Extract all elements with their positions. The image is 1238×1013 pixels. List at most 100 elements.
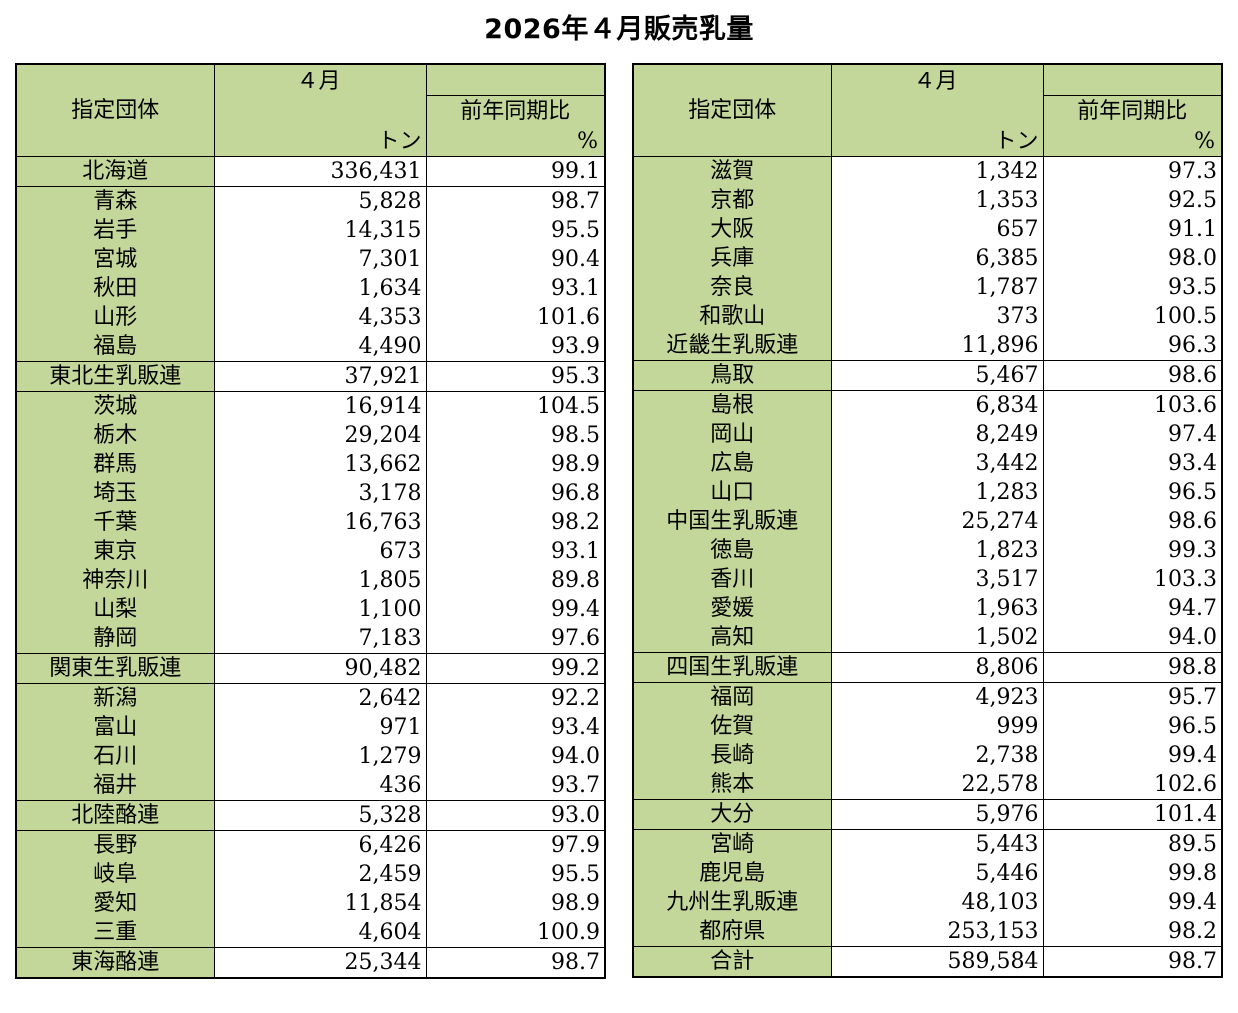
- region-name-cell: 埼玉: [15, 479, 215, 508]
- region-name-cell: 北陸酪連: [15, 800, 215, 831]
- sales-tons-cell: 336,431: [213, 156, 427, 187]
- sales-tons-cell: 1,787: [830, 273, 1044, 302]
- yoy-ratio-cell: 97.6: [425, 624, 606, 654]
- table-header: 指定団体 ４月 前年同期比 トン %: [632, 63, 1223, 157]
- yoy-ratio-cell: 103.3: [1042, 565, 1223, 594]
- sales-tons-cell: 4,923: [830, 682, 1044, 712]
- table-row: 山口 1,283 96.5: [632, 478, 1223, 507]
- sales-tons-cell: 4,604: [213, 918, 427, 948]
- sales-tons-cell: 5,976: [830, 799, 1044, 830]
- header-yoy: 前年同期比: [425, 95, 606, 128]
- sales-tons-cell: 7,183: [213, 624, 427, 654]
- table-row: 香川 3,517 103.3: [632, 565, 1223, 594]
- yoy-ratio-cell: 98.6: [1042, 360, 1223, 391]
- sales-tons-cell: 90,482: [213, 653, 427, 684]
- table-row: 京都 1,353 92.5: [632, 186, 1223, 215]
- yoy-ratio-cell: 96.8: [425, 479, 606, 508]
- region-name-cell: 近畿生乳販連: [632, 331, 832, 361]
- yoy-ratio-cell: 99.3: [1042, 536, 1223, 565]
- table-row: 兵庫 6,385 98.0: [632, 244, 1223, 273]
- region-name-cell: 長野: [15, 830, 215, 860]
- region-name-cell: 山梨: [15, 595, 215, 624]
- table-row: 栃木 29,204 98.5: [15, 421, 606, 450]
- sales-tons-cell: 673: [213, 537, 427, 566]
- sales-tons-cell: 1,963: [830, 594, 1044, 623]
- header-yoy: 前年同期比: [1042, 95, 1223, 128]
- yoy-ratio-cell: 101.6: [425, 303, 606, 332]
- table-row: 山形 4,353 101.6: [15, 303, 606, 332]
- region-name-cell: 奈良: [632, 273, 832, 302]
- yoy-ratio-cell: 93.1: [425, 537, 606, 566]
- region-name-cell: 三重: [15, 918, 215, 948]
- yoy-ratio-cell: 99.4: [1042, 888, 1223, 917]
- table-row: 都府県 253,153 98.2: [632, 917, 1223, 947]
- yoy-ratio-cell: 96.3: [1042, 331, 1223, 361]
- region-name-cell: 大分: [632, 799, 832, 830]
- table-row: 東北生乳販連 37,921 95.3: [15, 361, 606, 392]
- region-name-cell: 愛媛: [632, 594, 832, 623]
- region-name-cell: 秋田: [15, 274, 215, 303]
- sales-table-left: 指定団体 ４月 前年同期比 トン % 北海道 336,431 99.1 青森 5,828…: [15, 63, 606, 979]
- yoy-ratio-cell: 93.1: [425, 274, 606, 303]
- region-name-cell: 広島: [632, 449, 832, 478]
- region-name-cell: 岩手: [15, 216, 215, 245]
- table-row: 和歌山 373 100.5: [632, 302, 1223, 331]
- yoy-ratio-cell: 98.2: [425, 508, 606, 537]
- region-name-cell: 滋賀: [632, 156, 832, 186]
- yoy-ratio-cell: 89.5: [1042, 829, 1223, 859]
- sales-tons-cell: 48,103: [830, 888, 1044, 917]
- yoy-ratio-cell: 93.0: [425, 800, 606, 831]
- region-name-cell: 合計: [632, 946, 832, 978]
- yoy-ratio-cell: 98.5: [425, 421, 606, 450]
- sales-tons-cell: 4,353: [213, 303, 427, 332]
- yoy-ratio-cell: 92.5: [1042, 186, 1223, 215]
- table-row: 徳島 1,823 99.3: [632, 536, 1223, 565]
- sales-tons-cell: 11,896: [830, 331, 1044, 361]
- sales-tons-cell: 25,274: [830, 507, 1044, 536]
- yoy-ratio-cell: 95.5: [425, 216, 606, 245]
- table-row: 福井 436 93.7: [15, 771, 606, 801]
- region-name-cell: 石川: [15, 742, 215, 771]
- sales-tons-cell: 1,342: [830, 156, 1044, 186]
- yoy-ratio-cell: 92.2: [425, 683, 606, 713]
- table-row: 石川 1,279 94.0: [15, 742, 606, 771]
- table-header: 指定団体 ４月 前年同期比 トン %: [15, 63, 606, 157]
- table-row: 佐賀 999 96.5: [632, 712, 1223, 741]
- region-name-cell: 新潟: [15, 683, 215, 713]
- sales-tons-cell: 5,328: [213, 800, 427, 831]
- yoy-ratio-cell: 98.0: [1042, 244, 1223, 273]
- sales-tons-cell: 16,914: [213, 391, 427, 421]
- sales-tons-cell: 2,642: [213, 683, 427, 713]
- sales-tons-cell: 1,502: [830, 623, 1044, 653]
- yoy-ratio-cell: 97.9: [425, 830, 606, 860]
- sales-tons-cell: 373: [830, 302, 1044, 331]
- header-name-col: 指定団体: [15, 63, 215, 157]
- sales-tons-cell: 2,738: [830, 741, 1044, 770]
- table-row: 関東生乳販連 90,482 99.2: [15, 653, 606, 684]
- region-name-cell: 高知: [632, 623, 832, 653]
- table-row: 神奈川 1,805 89.8: [15, 566, 606, 595]
- region-name-cell: 岐阜: [15, 860, 215, 889]
- table-row: 奈良 1,787 93.5: [632, 273, 1223, 302]
- sales-tons-cell: 1,283: [830, 478, 1044, 507]
- table-row: 中国生乳販連 25,274 98.6: [632, 507, 1223, 536]
- sales-tons-cell: 14,315: [213, 216, 427, 245]
- table-row: 宮崎 5,443 89.5: [632, 829, 1223, 859]
- region-name-cell: 栃木: [15, 421, 215, 450]
- table-row: 岡山 8,249 97.4: [632, 420, 1223, 449]
- sales-tons-cell: 5,443: [830, 829, 1044, 859]
- header-month: ４月: [213, 63, 427, 128]
- sales-tons-cell: 1,634: [213, 274, 427, 303]
- yoy-ratio-cell: 94.0: [425, 742, 606, 771]
- sales-tons-cell: 6,426: [213, 830, 427, 860]
- yoy-ratio-cell: 100.9: [425, 918, 606, 948]
- yoy-ratio-cell: 98.7: [1042, 946, 1223, 978]
- table-row: 鹿児島 5,446 99.8: [632, 859, 1223, 888]
- table-body-right: 滋賀 1,342 97.3 京都 1,353 92.5 大阪 657 91.1 兵庫 6,385 98…: [632, 156, 1223, 978]
- yoy-ratio-cell: 99.4: [425, 595, 606, 624]
- table-row: 福岡 4,923 95.7: [632, 682, 1223, 712]
- table-row: 青森 5,828 98.7: [15, 186, 606, 216]
- yoy-ratio-cell: 99.4: [1042, 741, 1223, 770]
- header-unit-pct: %: [1042, 128, 1223, 157]
- table-row: 九州生乳販連 48,103 99.4: [632, 888, 1223, 917]
